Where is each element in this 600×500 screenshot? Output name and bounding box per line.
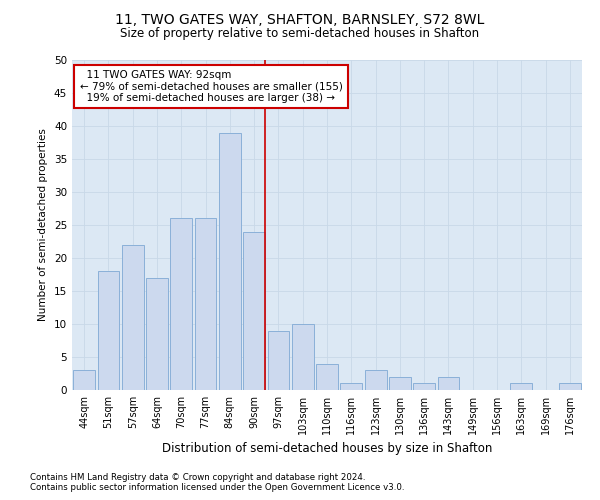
Bar: [194, 218, 217, 390]
Bar: [268, 330, 289, 390]
Bar: [340, 384, 362, 390]
Text: Contains HM Land Registry data © Crown copyright and database right 2024.: Contains HM Land Registry data © Crown c…: [30, 474, 365, 482]
Bar: [219, 132, 241, 390]
Bar: [413, 384, 435, 390]
Bar: [511, 384, 532, 390]
Bar: [316, 364, 338, 390]
Bar: [292, 324, 314, 390]
Bar: [146, 278, 168, 390]
Bar: [97, 271, 119, 390]
Y-axis label: Number of semi-detached properties: Number of semi-detached properties: [38, 128, 49, 322]
Bar: [122, 245, 143, 390]
Text: Contains public sector information licensed under the Open Government Licence v3: Contains public sector information licen…: [30, 484, 404, 492]
X-axis label: Distribution of semi-detached houses by size in Shafton: Distribution of semi-detached houses by …: [162, 442, 492, 456]
Bar: [243, 232, 265, 390]
Text: 11, TWO GATES WAY, SHAFTON, BARNSLEY, S72 8WL: 11, TWO GATES WAY, SHAFTON, BARNSLEY, S7…: [115, 12, 485, 26]
Bar: [365, 370, 386, 390]
Bar: [437, 377, 460, 390]
Bar: [559, 384, 581, 390]
Bar: [389, 377, 411, 390]
Text: Size of property relative to semi-detached houses in Shafton: Size of property relative to semi-detach…: [121, 28, 479, 40]
Text: 11 TWO GATES WAY: 92sqm  
← 79% of semi-detached houses are smaller (155)
  19% : 11 TWO GATES WAY: 92sqm ← 79% of semi-de…: [80, 70, 343, 103]
Bar: [73, 370, 95, 390]
Bar: [170, 218, 192, 390]
